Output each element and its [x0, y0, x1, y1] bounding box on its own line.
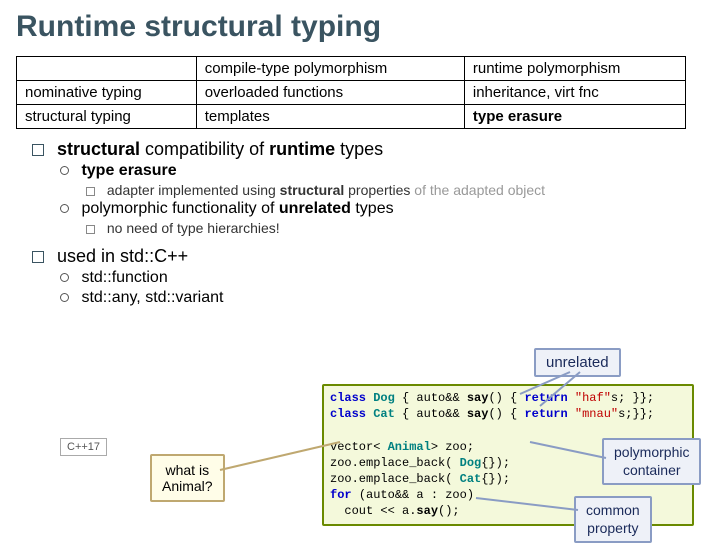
square-icon — [86, 187, 95, 196]
table-cell: templates — [196, 105, 464, 129]
table-cell: nominative typing — [17, 81, 197, 105]
text-strong: runtime — [269, 139, 335, 159]
table-row: structural typing templates type erasure — [17, 105, 686, 129]
text-strong: structural — [280, 182, 345, 198]
sub-sub-bullet: no need of type hierarchies! — [86, 220, 710, 236]
text: property — [586, 520, 640, 538]
sub-sub-bullet: adapter implemented using structural pro… — [86, 182, 710, 198]
label-polymorphic-container: polymorphic container — [602, 438, 701, 485]
text: polymorphic — [614, 444, 689, 462]
text: properties — [344, 182, 414, 198]
bullet-list: structural compatibility of runtime type… — [32, 139, 710, 307]
sub-bullet: std::function — [60, 269, 710, 287]
text-strong: type erasure — [81, 162, 176, 179]
sub-bullet: polymorphic functionality of unrelated t… — [60, 200, 710, 218]
square-icon — [32, 251, 44, 263]
text: adapter implemented using — [107, 182, 280, 198]
table-cell: compile-type polymorphism — [196, 57, 464, 81]
table-cell: inheritance, virt fnc — [464, 81, 685, 105]
table-cell: runtime polymorphism — [464, 57, 685, 81]
text-strong: structural — [57, 139, 140, 159]
table-row: nominative typing overloaded functions i… — [17, 81, 686, 105]
text-strong: unrelated — [279, 200, 351, 217]
circle-icon — [60, 293, 69, 302]
text-grey: of the adapted object — [414, 182, 545, 198]
square-icon — [86, 225, 95, 234]
table-row: compile-type polymorphism runtime polymo… — [17, 57, 686, 81]
table-cell-highlight: type erasure — [464, 105, 685, 129]
text: common — [586, 502, 640, 520]
table-cell: overloaded functions — [196, 81, 464, 105]
text: container — [614, 462, 689, 480]
text: compatibility of — [140, 139, 269, 159]
text: used in std::C++ — [57, 246, 188, 266]
cpp17-badge: C++17 — [60, 438, 107, 456]
square-icon — [32, 144, 44, 156]
text: polymorphic functionality of — [81, 200, 278, 217]
page-title: Runtime structural typing — [0, 0, 720, 52]
table-cell: structural typing — [17, 105, 197, 129]
bullet-2: used in std::C++ — [32, 246, 710, 267]
text: no need of type hierarchies! — [107, 220, 280, 236]
typing-table: compile-type polymorphism runtime polymo… — [16, 56, 686, 129]
text: types — [335, 139, 383, 159]
text: std::any, std::variant — [81, 289, 223, 306]
whatis-box: what is Animal? — [150, 454, 225, 502]
sub-bullet: type erasure — [60, 162, 710, 180]
text: what is — [162, 462, 213, 478]
text: std::function — [81, 269, 167, 286]
sub-bullet: std::any, std::variant — [60, 289, 710, 307]
circle-icon — [60, 204, 69, 213]
bullet-1: structural compatibility of runtime type… — [32, 139, 710, 160]
label-common-property: common property — [574, 496, 652, 543]
circle-icon — [60, 273, 69, 282]
text: types — [351, 200, 394, 217]
text: Animal? — [162, 478, 213, 494]
table-cell — [17, 57, 197, 81]
label-unrelated: unrelated — [534, 348, 621, 377]
circle-icon — [60, 166, 69, 175]
